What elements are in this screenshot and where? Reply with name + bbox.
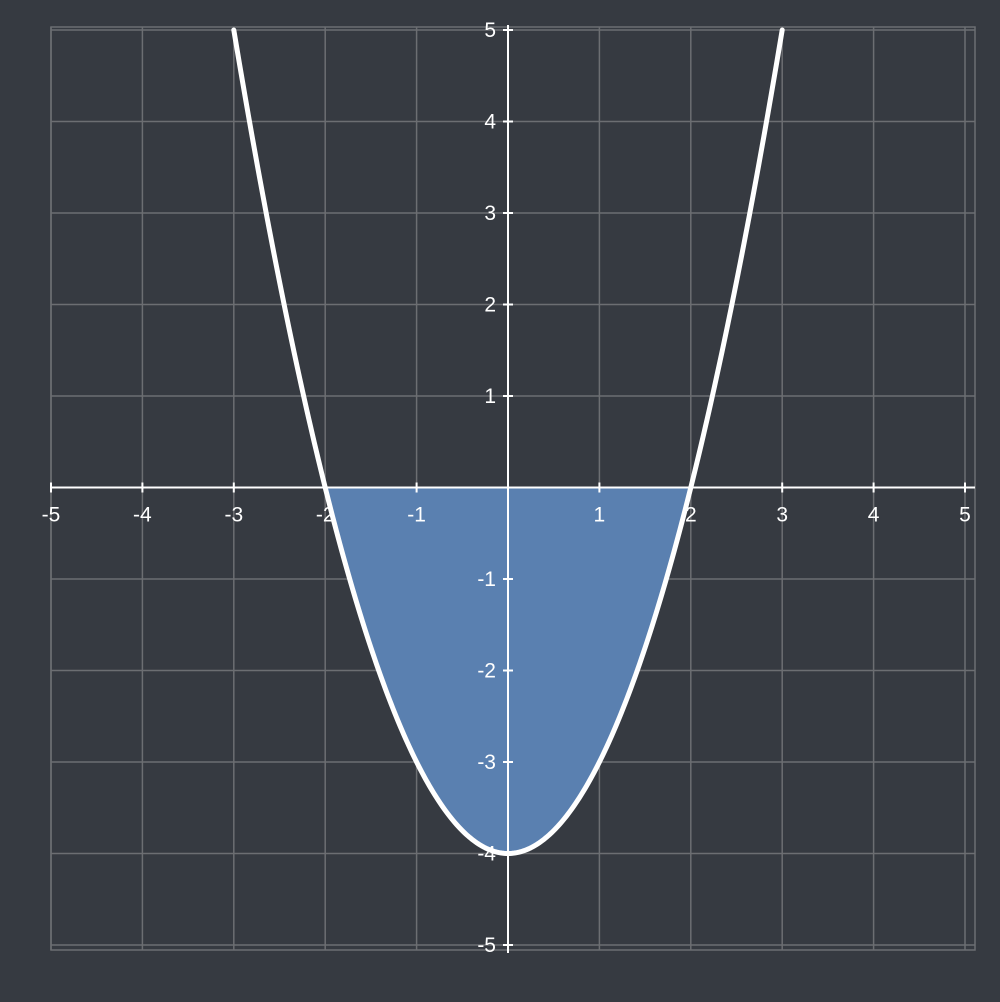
x-tick-label: 5 [959, 504, 971, 527]
x-tick-label: 2 [685, 504, 697, 527]
y-tick-label: -5 [477, 934, 496, 957]
x-tick-label: 4 [868, 504, 880, 527]
y-tick-label: -3 [477, 751, 496, 774]
axes [51, 25, 975, 953]
y-tick-label: 3 [484, 202, 496, 225]
y-tick-label: -4 [477, 843, 496, 866]
x-tick-label: -4 [133, 504, 152, 527]
x-tick-label: 3 [776, 504, 788, 527]
x-tick-label: 1 [594, 504, 606, 527]
y-tick-label: 2 [484, 294, 496, 317]
x-tick-label: -3 [224, 504, 243, 527]
y-tick-label: -2 [477, 660, 496, 683]
y-axis-ticks: 5 4 3 2 1 -1 -2 -3 -4 -5 [477, 19, 513, 957]
y-tick-label: 4 [484, 111, 496, 134]
y-tick-label: 1 [484, 385, 496, 408]
y-tick-label: -1 [477, 568, 496, 591]
x-tick-label: -2 [316, 504, 335, 527]
x-tick-label: -1 [407, 504, 426, 527]
y-tick-label: 5 [484, 19, 496, 42]
x-axis-ticks: -5 -4 -3 -2 -1 1 2 3 4 5 [42, 482, 971, 527]
x-tick-label: -5 [42, 504, 61, 527]
